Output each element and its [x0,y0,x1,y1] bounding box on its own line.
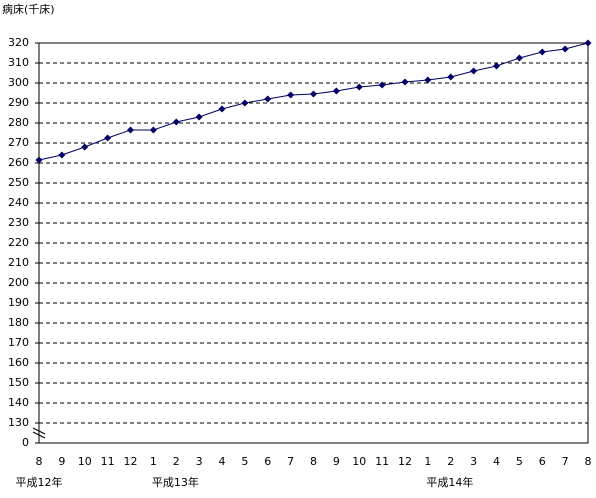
marker [378,81,386,89]
marker [538,48,546,56]
line [38,42,589,161]
y-tick-label: 130 [8,416,29,429]
marker [264,95,272,103]
y-tick-label: 280 [8,116,29,129]
marker [310,90,317,98]
marker [81,143,89,151]
x-tick-label: 1 [150,455,157,468]
y-tick-label: 190 [8,296,29,309]
y-tick-label: 180 [8,316,29,329]
marker [241,99,249,107]
x-tick-label: 10 [78,455,92,468]
plot-border [38,42,589,444]
y-axis-label: 病床(千床) [2,2,55,16]
marker [447,73,455,81]
x-tick-label: 3 [196,455,203,468]
marker [470,67,478,75]
y-tick-label: 170 [8,336,29,349]
axis-break [32,431,46,439]
y-tick-label: 270 [8,136,29,149]
y-tick-label: 300 [8,76,29,89]
x-tick-label: 5 [241,455,248,468]
group-label: 平成14年 [426,475,473,489]
x-tick-label: 9 [333,455,340,468]
x-tick-label: 5 [516,455,523,468]
y-tick-label: 310 [8,56,29,69]
x-tick-label: 8 [585,455,592,468]
marker [561,45,569,53]
y-tick-label: 320 [8,36,29,49]
y-tick-label: 150 [8,376,29,389]
x-tick-label: 2 [447,455,454,468]
y-tick-label: 230 [8,216,29,229]
marker [35,156,43,164]
marker [127,126,134,134]
x-tick-label: 10 [352,455,366,468]
marker [493,62,500,70]
y-tick-label: 140 [8,396,29,409]
y-tick-label: 160 [8,356,29,369]
marker [218,105,226,113]
marker [287,91,295,99]
y-tick-label: 0 [22,436,29,449]
marker [332,87,340,95]
marker [149,126,157,134]
y-tick-label: 210 [8,256,29,269]
x-tick-label: 9 [58,455,65,468]
y-tick-label: 260 [8,156,29,169]
axis-break [32,427,46,435]
marker [355,83,363,91]
x-tick-label: 1 [424,455,431,468]
x-tick-label: 8 [36,455,43,468]
marker [172,118,180,126]
marker [104,134,112,142]
marker [195,113,203,121]
marker [401,78,409,86]
x-tick-label: 7 [287,455,294,468]
x-tick-label: 8 [310,455,317,468]
marker [515,54,523,62]
marker [424,76,432,84]
marker [584,39,592,47]
x-tick-label: 11 [101,455,115,468]
marker [58,151,66,159]
x-tick-label: 12 [398,455,412,468]
x-tick-label: 4 [493,455,500,468]
x-tick-label: 3 [470,455,477,468]
y-tick-label: 250 [8,176,29,189]
x-tick-label: 2 [173,455,180,468]
x-tick-label: 11 [375,455,389,468]
y-tick-label: 290 [8,96,29,109]
x-tick-label: 6 [264,455,271,468]
x-tick-label: 12 [124,455,138,468]
group-label: 平成13年 [152,475,199,489]
group-label: 平成12年 [16,475,63,489]
x-tick-label: 7 [562,455,569,468]
x-tick-label: 6 [539,455,546,468]
y-tick-label: 200 [8,276,29,289]
y-tick-label: 240 [8,196,29,209]
x-tick-label: 4 [219,455,226,468]
y-tick-label: 220 [8,236,29,249]
